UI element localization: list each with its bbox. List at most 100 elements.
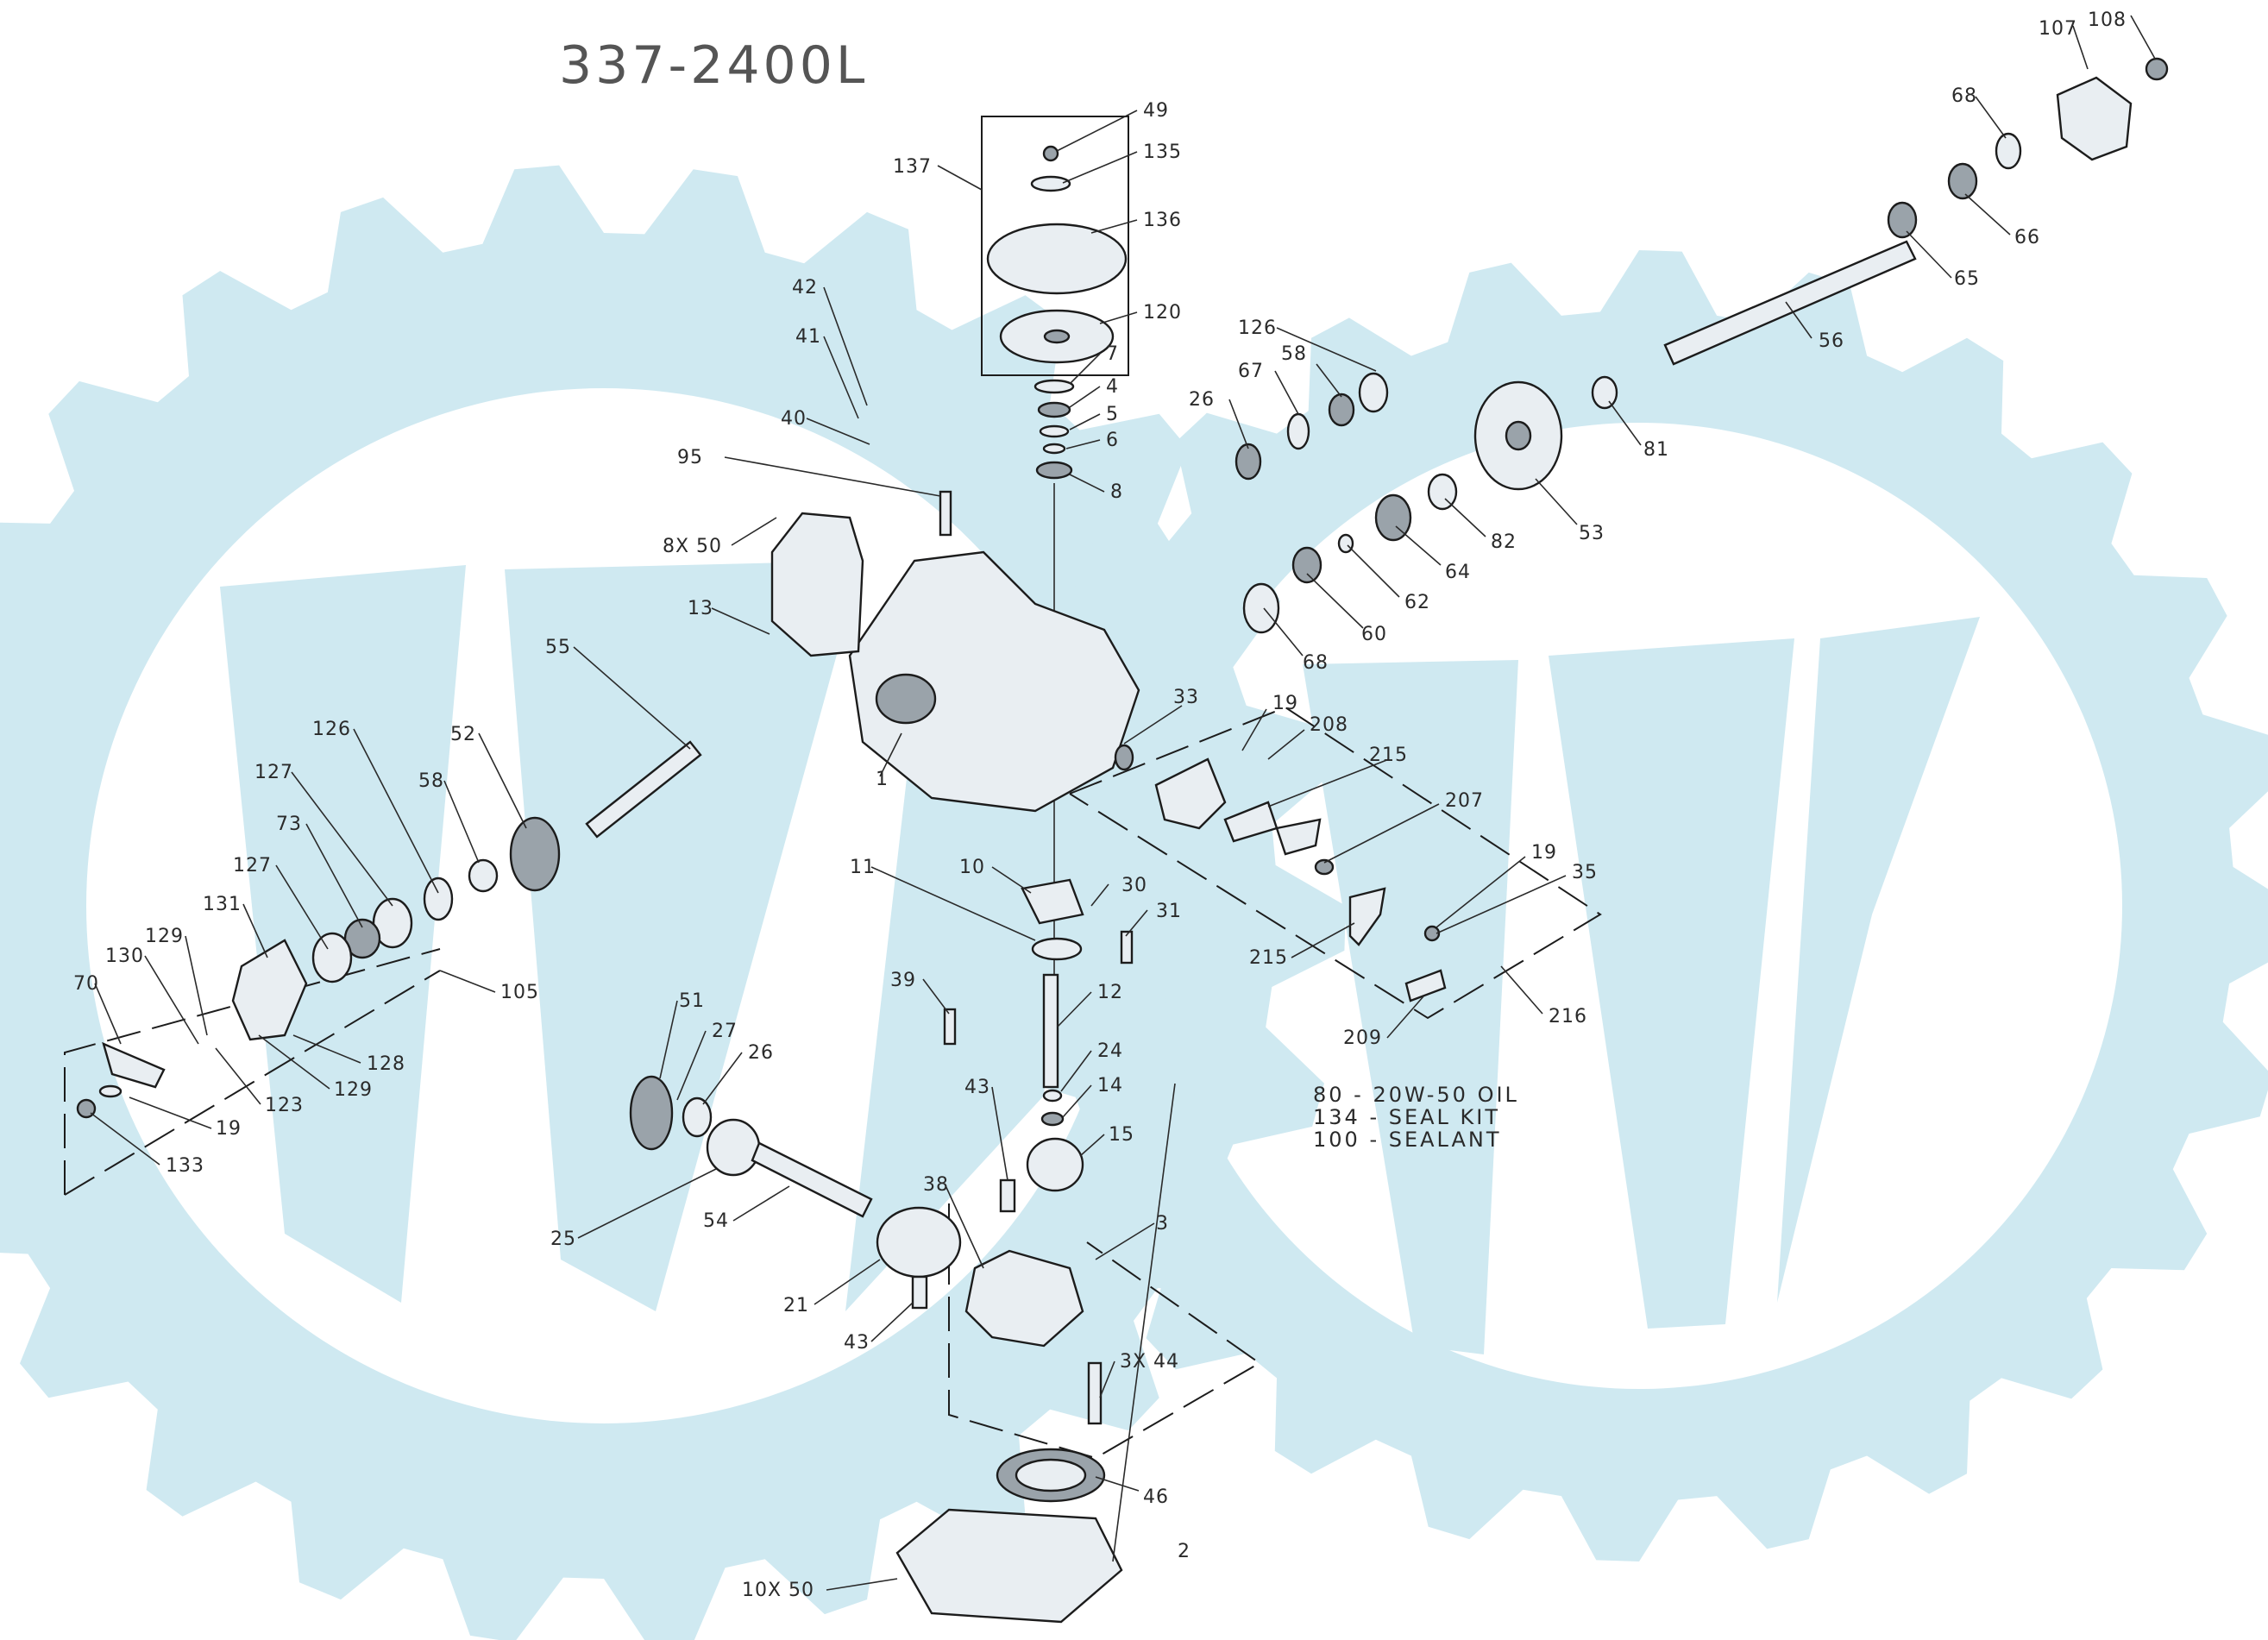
callout-58b: 58	[1281, 343, 1307, 365]
callout-81: 81	[1643, 439, 1669, 461]
callout-10x50: 10X 50	[742, 1580, 814, 1601]
part-axle-56	[1663, 240, 1917, 366]
callout-137: 137	[893, 156, 932, 178]
callout-107: 107	[2039, 18, 2077, 40]
part-bracket-208	[1154, 757, 1227, 830]
part-valve-39	[943, 1008, 957, 1046]
callout-26b: 26	[1189, 389, 1215, 411]
part-vent-95	[939, 490, 952, 537]
callout-8x50: 8X 50	[663, 536, 722, 557]
callout-42: 42	[792, 277, 818, 298]
callout-123: 123	[265, 1095, 304, 1116]
part-snap-ring-67	[1286, 412, 1310, 450]
callout-215a: 215	[1369, 745, 1408, 766]
callout-130: 130	[105, 946, 144, 967]
callout-21: 21	[783, 1295, 809, 1316]
part-sump-cover-2	[895, 1508, 1123, 1624]
axle-end-frame-lower	[64, 970, 441, 1196]
callout-7: 7	[1106, 343, 1119, 365]
part-lever-215b	[1348, 887, 1386, 946]
part-spur-gear-53-hub	[1505, 420, 1532, 451]
callout-5: 5	[1106, 404, 1119, 425]
callout-126a: 126	[312, 719, 351, 740]
part-nut-207	[1314, 858, 1335, 876]
callout-30: 30	[1121, 875, 1147, 896]
part-seal-11	[1031, 937, 1083, 961]
callout-66: 66	[2014, 227, 2040, 248]
callout-128: 128	[367, 1053, 405, 1075]
part-ring-81	[1591, 375, 1618, 410]
callout-216: 216	[1549, 1006, 1587, 1027]
callout-64: 64	[1445, 562, 1471, 583]
part-gear-51	[629, 1075, 674, 1151]
callout-43b: 43	[844, 1332, 870, 1354]
part-bearing-8	[1035, 461, 1073, 480]
callout-62: 62	[1404, 592, 1430, 613]
callout-46: 46	[1143, 1486, 1169, 1508]
callout-24: 24	[1097, 1040, 1123, 1062]
callout-2: 2	[1178, 1541, 1191, 1562]
callout-131: 131	[203, 894, 242, 915]
part-pump-15	[1026, 1137, 1084, 1192]
callout-31: 31	[1156, 901, 1182, 922]
part-bolt-44	[1087, 1361, 1103, 1425]
part-bearing-26	[682, 1096, 713, 1138]
callout-105: 105	[500, 982, 539, 1003]
part-cover-13	[770, 512, 864, 657]
part-ring-126	[423, 877, 454, 921]
part-motor-21	[876, 1206, 962, 1279]
callout-11: 11	[850, 857, 876, 878]
part-snap-ring-68a	[1242, 582, 1280, 634]
axle-end-frame	[64, 948, 441, 1195]
callout-133: 133	[166, 1155, 204, 1177]
part-swash-10	[1021, 878, 1084, 925]
watermark-w-right-stroke-1	[1303, 660, 1518, 1354]
callout-3: 3	[1156, 1213, 1169, 1235]
part-arm-31	[1120, 930, 1134, 965]
part-ring-62	[1337, 533, 1354, 554]
part-housing-1	[848, 550, 1140, 813]
part-housing-bore	[875, 673, 937, 725]
callout-52: 52	[450, 724, 476, 745]
callout-15: 15	[1109, 1124, 1134, 1146]
part-shaft-54	[751, 1141, 873, 1218]
callout-108: 108	[2088, 9, 2127, 31]
part-brake-arm-70	[102, 1041, 166, 1089]
part-washer-19	[98, 1084, 123, 1098]
callout-56: 56	[1819, 330, 1844, 352]
part-seal-33	[1114, 744, 1134, 771]
callout-27: 27	[712, 1021, 738, 1042]
part-seal-25	[706, 1118, 761, 1177]
callout-65: 65	[1954, 268, 1980, 290]
part-washer-127b	[311, 932, 353, 983]
diagram-title: 337-2400L	[559, 35, 868, 96]
callout-25: 25	[550, 1228, 576, 1250]
callout-38: 38	[923, 1174, 949, 1196]
callout-73: 73	[276, 814, 302, 835]
part-spring-209	[1404, 969, 1447, 1002]
part-filter-46-inner	[1015, 1458, 1087, 1492]
part-bevel-gear-52	[509, 816, 561, 892]
callout-43a: 43	[964, 1077, 990, 1098]
callout-127a: 127	[254, 762, 293, 783]
part-bushing-82	[1427, 473, 1458, 511]
part-ring-24	[1042, 1089, 1063, 1103]
part-snap-ring-68b	[1995, 132, 2022, 170]
watermark-w-left-stroke-1	[220, 565, 466, 1303]
callout-19b: 19	[1272, 693, 1298, 714]
callout-208: 208	[1310, 714, 1348, 736]
part-washer-135	[1030, 175, 1071, 192]
callout-70: 70	[73, 973, 99, 995]
callout-8: 8	[1110, 481, 1123, 503]
callout-120: 120	[1143, 302, 1182, 324]
part-hub-107	[2056, 76, 2133, 161]
part-ring-6	[1042, 443, 1066, 455]
callout-6: 6	[1106, 430, 1119, 451]
callout-19c: 19	[1531, 842, 1557, 864]
callout-127b: 127	[233, 855, 272, 877]
part-bearing-4	[1037, 401, 1071, 418]
note-seal-kit: 134 - SEAL KIT	[1313, 1105, 1500, 1129]
callout-labels: 49 135 137 136 120 7 4 5 6 8 42 41 40 95…	[73, 9, 2127, 1601]
callout-19a: 19	[216, 1118, 242, 1140]
part-bearing-26b	[1235, 443, 1262, 481]
